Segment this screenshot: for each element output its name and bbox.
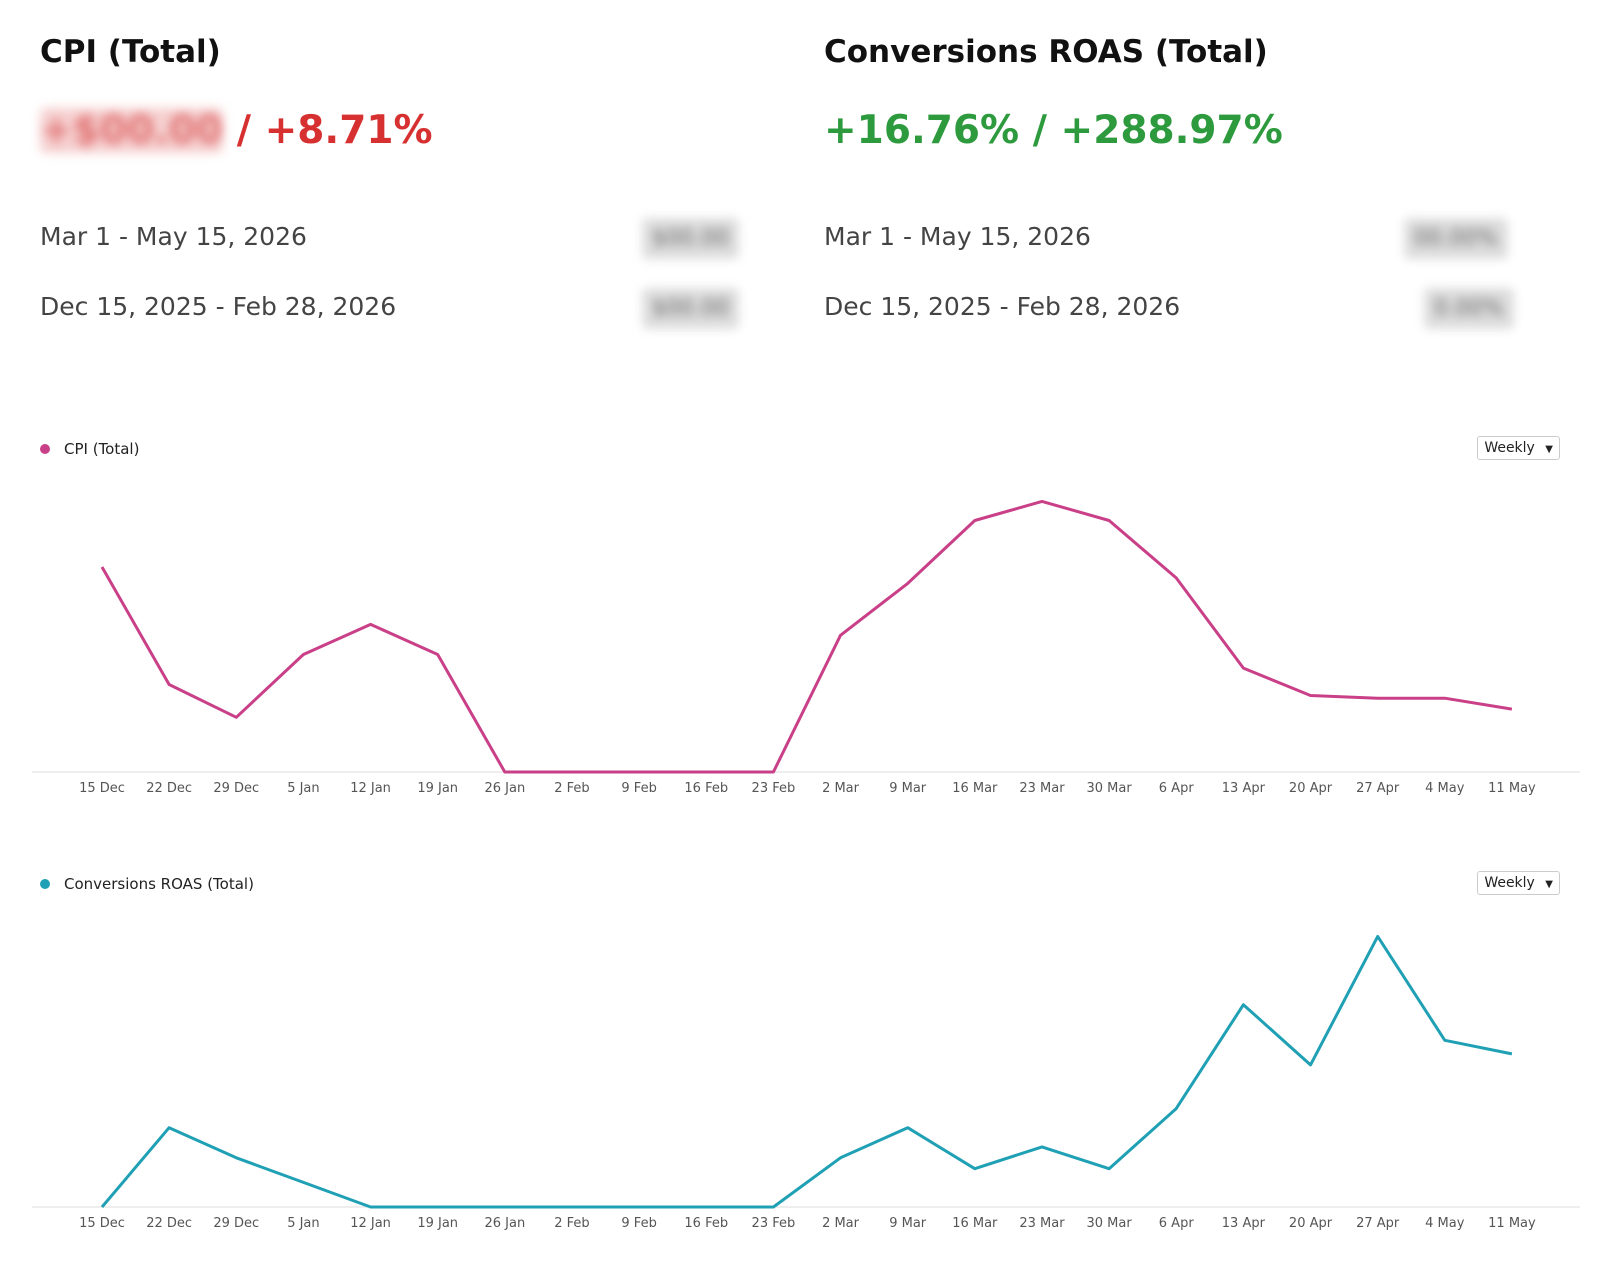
cpi-x-tick-label: 20 Apr — [1289, 781, 1333, 796]
cpi-granularity-label: Weekly — [1484, 440, 1535, 456]
chevron-down-icon: ▼ — [1545, 444, 1553, 455]
cpi-granularity-select[interactable]: Weekly ▼ — [1477, 436, 1560, 460]
roas-granularity-label: Weekly — [1484, 875, 1535, 891]
cpi-x-tick-label: 22 Dec — [146, 781, 192, 796]
roas-x-tick-label: 9 Feb — [621, 1216, 656, 1231]
cpi-title: CPI (Total) — [40, 34, 221, 70]
cpi-previous-period: Dec 15, 2025 - Feb 28, 2026 — [40, 292, 397, 321]
roas-x-tick-label: 29 Dec — [213, 1216, 259, 1231]
roas-granularity-select[interactable]: Weekly ▼ — [1477, 871, 1560, 895]
cpi-x-tick-label: 30 Mar — [1086, 781, 1132, 796]
roas-x-tick-label: 12 Jan — [350, 1216, 391, 1231]
cpi-x-tick-label: 9 Mar — [889, 781, 927, 796]
cpi-x-tick-label: 12 Jan — [350, 781, 391, 796]
cpi-x-tick-label: 16 Feb — [684, 781, 728, 796]
roas-x-tick-label: 9 Mar — [889, 1216, 927, 1231]
cpi-x-tick-label: 9 Feb — [621, 781, 656, 796]
cpi-x-tick-label: 29 Dec — [213, 781, 259, 796]
cpi-x-tick-label: 4 May — [1425, 781, 1465, 796]
roas-x-tick-label: 11 May — [1488, 1216, 1536, 1231]
roas-x-tick-label: 20 Apr — [1289, 1216, 1333, 1231]
cpi-x-tick-label: 2 Feb — [554, 781, 589, 796]
cpi-abs-change: +$00.00 — [40, 108, 224, 153]
roas-x-tick-label: 2 Feb — [554, 1216, 589, 1231]
cpi-previous-value: $00.00 — [642, 288, 739, 329]
roas-x-tick-label: 13 Apr — [1222, 1216, 1266, 1231]
cpi-x-tick-label: 23 Feb — [752, 781, 796, 796]
roas-x-tick-label: 4 May — [1425, 1216, 1465, 1231]
roas-previous-value: 0.00% — [1424, 288, 1514, 329]
cpi-x-tick-label: 5 Jan — [287, 781, 319, 796]
chevron-down-icon: ▼ — [1545, 879, 1553, 890]
roas-x-tick-label: 16 Feb — [684, 1216, 728, 1231]
cpi-pct-change: +8.71% — [264, 108, 433, 153]
cpi-x-tick-label: 11 May — [1488, 781, 1536, 796]
roas-x-tick-label: 22 Dec — [146, 1216, 192, 1231]
roas-previous-period: Dec 15, 2025 - Feb 28, 2026 — [824, 292, 1181, 321]
roas-x-tick-label: 16 Mar — [952, 1216, 998, 1231]
roas-legend: Conversions ROAS (Total) — [40, 875, 254, 893]
roas-chart-svg: 15 Dec 22 Dec 29 Dec 5 Jan 12 Jan 19 Jan 26 Ja… — [32, 934, 1580, 1231]
roas-legend-dot — [40, 879, 50, 889]
roas-chart: Conversions ROAS (Total) Weekly ▼ 15 Dec… — [0, 865, 1600, 1245]
roas-title: Conversions ROAS (Total) — [824, 34, 1268, 70]
roas-current-value: 00.00% — [1404, 218, 1508, 259]
roas-x-tick-label: 30 Mar — [1086, 1216, 1132, 1231]
cpi-x-tick-label: 13 Apr — [1222, 781, 1266, 796]
cpi-series-line — [100, 499, 1513, 774]
roas-current-period: Mar 1 - May 15, 2026 — [824, 222, 1091, 251]
cpi-current-period: Mar 1 - May 15, 2026 — [40, 222, 307, 251]
cpi-current-value: $00.00 — [642, 218, 739, 259]
cpi-x-tick-label: 15 Dec — [79, 781, 125, 796]
roas-x-tick-label: 23 Feb — [752, 1216, 796, 1231]
cpi-x-tick-label: 27 Apr — [1356, 781, 1400, 796]
roas-series-line — [100, 934, 1513, 1209]
roas-x-tick-label: 27 Apr — [1356, 1216, 1400, 1231]
cpi-legend: CPI (Total) — [40, 440, 139, 458]
cpi-chart: CPI (Total) Weekly ▼ 15 Dec 22 Dec 29 Dec 5… — [0, 430, 1600, 810]
roas-x-tick-label: 2 Mar — [822, 1216, 860, 1231]
roas-x-tick-label: 15 Dec — [79, 1216, 125, 1231]
cpi-x-tick-label: 2 Mar — [822, 781, 860, 796]
cpi-legend-dot — [40, 444, 50, 454]
cpi-x-tick-label: 6 Apr — [1159, 781, 1195, 796]
cpi-legend-label: CPI (Total) — [64, 440, 140, 458]
roas-x-tick-label: 6 Apr — [1159, 1216, 1195, 1231]
cpi-x-tick-label: 16 Mar — [952, 781, 998, 796]
roas-x-tick-label: 19 Jan — [417, 1216, 458, 1231]
roas-x-tick-label: 5 Jan — [287, 1216, 319, 1231]
cpi-chart-svg: 15 Dec 22 Dec 29 Dec 5 Jan 12 Jan 19 Jan 26 Ja… — [32, 499, 1580, 796]
cpi-x-tick-label: 26 Jan — [484, 781, 525, 796]
cpi-separator: / — [223, 108, 265, 153]
roas-x-tick-label: 26 Jan — [484, 1216, 525, 1231]
roas-change: +16.76% / +288.97% — [824, 108, 1283, 153]
cpi-change: +$00.00 / +8.71% — [40, 108, 433, 153]
cpi-x-tick-label: 23 Mar — [1019, 781, 1065, 796]
cpi-x-tick-label: 19 Jan — [417, 781, 458, 796]
roas-legend-label: Conversions ROAS (Total) — [64, 875, 254, 893]
roas-x-tick-label: 23 Mar — [1019, 1216, 1065, 1231]
